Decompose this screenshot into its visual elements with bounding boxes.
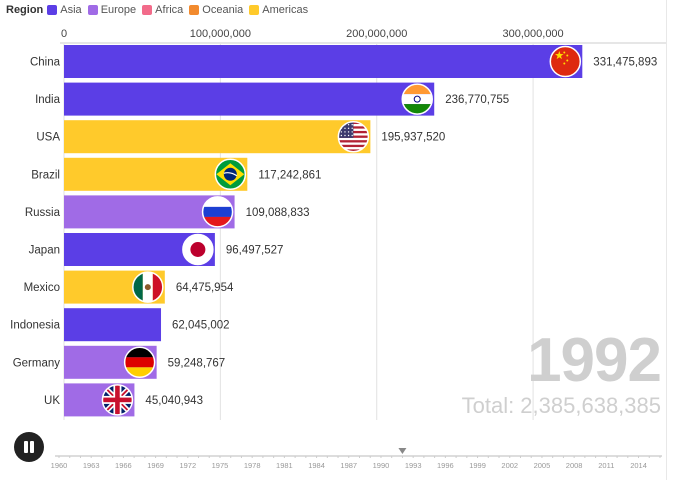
- category-label: Germany: [13, 357, 61, 369]
- bar-chart: 0 100,000,000 200,000,000 300,000,000 China 3…: [10, 28, 666, 420]
- mexico-flag-icon: [132, 272, 163, 303]
- x-tick-label: 200,000,000: [346, 28, 407, 40]
- x-tick-label: 300,000,000: [503, 28, 564, 40]
- timeline-year-label[interactable]: 1975: [212, 461, 229, 470]
- timeline-year-label[interactable]: 1960: [51, 461, 68, 470]
- timeline-slider[interactable]: 1960 1963 1966 1969 1972 1975 1978 1981 1984 1987…: [0, 440, 680, 480]
- pause-icon-bar: [30, 441, 34, 453]
- india-flag-icon: [402, 84, 433, 115]
- china-flag-icon: [550, 46, 581, 77]
- russia-flag-icon: [202, 196, 233, 227]
- timeline-year-label[interactable]: 2014: [630, 461, 647, 470]
- chart-border: [666, 0, 667, 480]
- value-label: 117,242,861: [258, 169, 321, 181]
- category-label: Indonesia: [10, 320, 60, 332]
- timeline-year-label[interactable]: 1993: [405, 461, 422, 470]
- bar-row-india: India 236,770,755: [35, 82, 509, 116]
- bar-row-germany: Germany 59,248,767: [13, 345, 226, 379]
- bar[interactable]: [64, 45, 583, 78]
- bar-row-china: China 331,475,893: [30, 45, 657, 78]
- total-label: Total: 2,385,638,385: [461, 393, 661, 418]
- x-tick-label: 0: [61, 28, 67, 40]
- timeline-year-label[interactable]: 1981: [276, 461, 293, 470]
- timeline-year-label[interactable]: 1987: [340, 461, 357, 470]
- legend-label-africa: Africa: [155, 4, 184, 16]
- timeline-year-label[interactable]: 1984: [308, 461, 325, 470]
- bar-row-japan: Japan 96,497,527: [29, 233, 284, 266]
- japan-flag-icon: [182, 234, 213, 265]
- bar[interactable]: [64, 82, 435, 116]
- bar-row-usa: USA 195,937,520: [36, 120, 445, 154]
- x-tick-label: 100,000,000: [190, 28, 251, 40]
- bar-row-russia: Russia 109,088,833: [25, 195, 310, 229]
- bar[interactable]: [64, 308, 162, 342]
- legend-item-africa[interactable]: Africa: [142, 4, 183, 16]
- value-label: 331,475,893: [593, 57, 657, 69]
- value-label: 195,937,520: [381, 132, 445, 144]
- brazil-flag-icon: [215, 159, 246, 190]
- timeline-year-label[interactable]: 1969: [147, 461, 164, 470]
- legend-item-americas[interactable]: Americas: [249, 4, 308, 16]
- value-label: 109,088,833: [246, 207, 310, 219]
- bar-row-brazil: Brazil 117,242,861: [31, 157, 321, 191]
- value-label: 236,770,755: [445, 94, 509, 106]
- timeline-year-label[interactable]: 2011: [598, 461, 614, 470]
- pause-icon: [24, 441, 28, 453]
- timeline-year-label[interactable]: 1990: [373, 461, 390, 470]
- category-label: Japan: [29, 245, 60, 257]
- legend-label-europe: Europe: [100, 4, 137, 16]
- legend-item-oceania[interactable]: Oceania: [189, 4, 243, 16]
- timeline-year-label[interactable]: 1972: [179, 461, 196, 470]
- legend-swatch-europe: [87, 5, 98, 15]
- bar-row-mexico: Mexico 64,475,954: [24, 270, 234, 304]
- timeline-year-label[interactable]: 2002: [501, 461, 518, 470]
- legend-item-asia[interactable]: Asia: [47, 4, 82, 16]
- legend-item-europe[interactable]: Europe: [87, 4, 137, 16]
- timeline-handle[interactable]: [398, 448, 407, 454]
- legend-swatch-asia: [47, 5, 58, 15]
- timeline-year-label[interactable]: 1996: [437, 461, 454, 470]
- category-label: Mexico: [24, 282, 60, 294]
- germany-flag-icon: [124, 347, 155, 378]
- value-label: 59,248,767: [168, 357, 226, 369]
- legend-title: Region: [6, 4, 44, 16]
- year-label: 1992: [527, 326, 662, 395]
- timeline-year-label[interactable]: 1978: [244, 461, 261, 470]
- category-label: China: [30, 57, 61, 69]
- timeline-year-label[interactable]: 1999: [469, 461, 486, 470]
- timeline-year-label[interactable]: 1966: [115, 461, 132, 470]
- legend-swatch-africa: [142, 5, 153, 15]
- legend-label-asia: Asia: [60, 4, 82, 16]
- category-label: USA: [36, 132, 60, 144]
- bar-row-indonesia: Indonesia 62,045,002: [10, 308, 230, 342]
- legend-label-oceania: Oceania: [202, 4, 244, 16]
- category-label: Russia: [25, 207, 61, 219]
- pause-button[interactable]: [14, 432, 44, 462]
- category-label: UK: [44, 395, 60, 407]
- legend-label-americas: Americas: [262, 4, 309, 16]
- category-label: India: [35, 94, 61, 106]
- legend-swatch-americas: [249, 5, 260, 15]
- bar-row-uk: UK 45,040,943: [44, 383, 203, 417]
- timeline-year-label[interactable]: 1963: [83, 461, 100, 470]
- uk-flag-icon: [102, 384, 133, 415]
- value-label: 64,475,954: [176, 282, 234, 294]
- value-label: 96,497,527: [226, 245, 284, 257]
- legend-swatch-oceania: [189, 5, 200, 15]
- category-label: Brazil: [31, 169, 60, 181]
- bar[interactable]: [64, 120, 371, 154]
- timeline-year-label[interactable]: 2005: [534, 461, 551, 470]
- value-label: 45,040,943: [145, 395, 203, 407]
- timeline-year-label[interactable]: 2008: [566, 461, 583, 470]
- legend: Region Asia Europe Africa Oceania Americ…: [6, 2, 314, 18]
- value-label: 62,045,002: [172, 320, 230, 332]
